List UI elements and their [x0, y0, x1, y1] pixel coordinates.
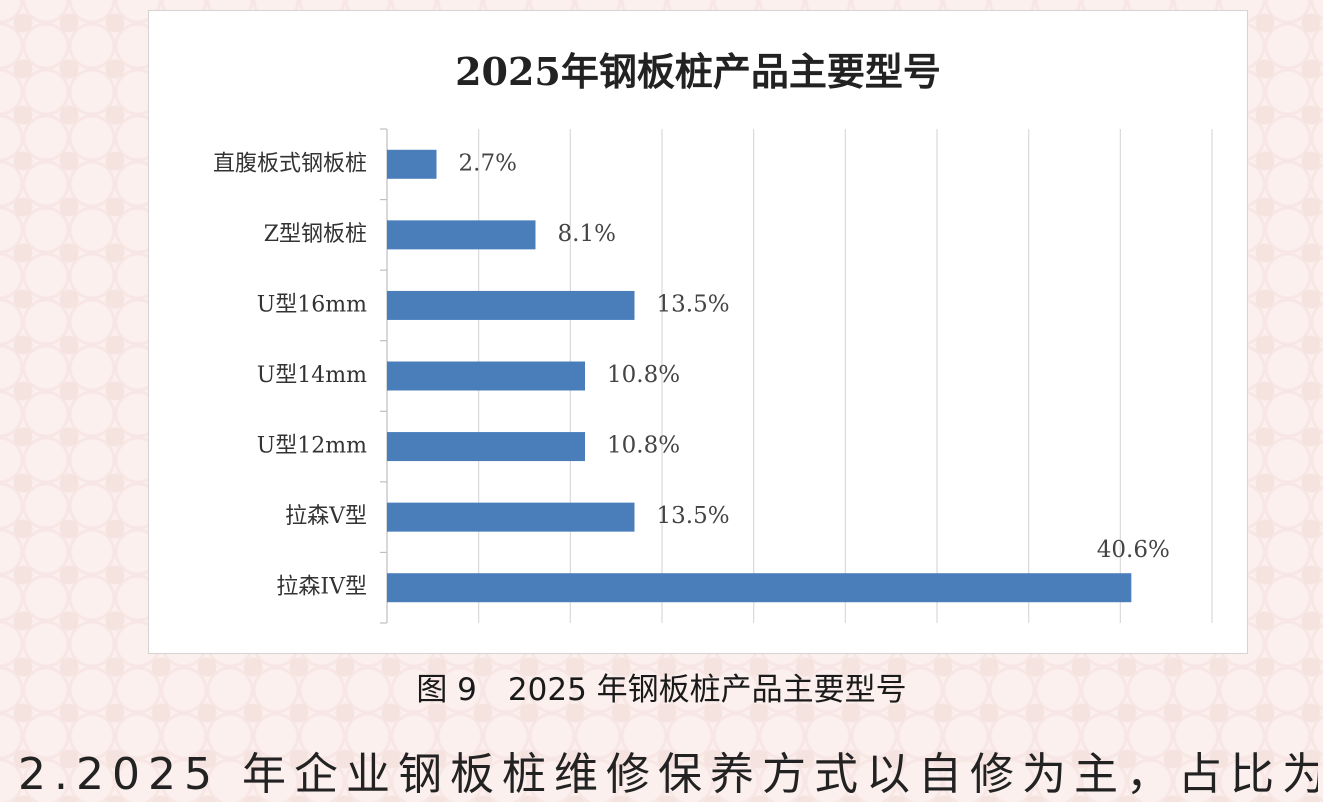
category-label: 直腹板式钢板桩	[213, 151, 367, 176]
category-label: U型12mm	[257, 434, 367, 459]
data-label: 10.8%	[607, 433, 680, 459]
chart-panel: 2025年钢板桩产品主要型号 直腹板式钢板桩 2.7% Z型钢板桩 8.1% U型16m…	[148, 10, 1248, 654]
data-label: 13.5%	[657, 503, 730, 529]
category-label: U型16mm	[257, 292, 367, 317]
category-label: 拉森IV型	[276, 575, 367, 600]
bar	[387, 573, 1132, 603]
category-label: Z型钢板桩	[264, 222, 367, 247]
bar	[387, 290, 635, 320]
data-label: 8.1%	[558, 221, 616, 247]
data-label: 13.5%	[657, 291, 730, 317]
bar-chart: 直腹板式钢板桩 2.7% Z型钢板桩 8.1% U型16mm 13.5% U型14mm 10.…	[213, 128, 1213, 624]
data-label: 40.6%	[1097, 537, 1170, 563]
data-label: 10.8%	[607, 362, 680, 388]
chart-title: 2025年钢板桩产品主要型号	[455, 49, 941, 94]
category-label: U型14mm	[257, 363, 367, 388]
data-label: 2.7%	[459, 150, 517, 176]
bar	[387, 432, 585, 462]
figure-caption: 图 9 2025 年钢板桩产品主要型号	[416, 672, 907, 708]
category-label: 拉森V型	[285, 504, 367, 529]
bar	[387, 149, 437, 179]
bar	[387, 361, 585, 391]
bar	[387, 220, 536, 250]
bar	[387, 502, 635, 532]
body-text-line: 2.2025 年企业钢板桩维修保养方式以自修为主，占比为 7	[18, 749, 1318, 800]
